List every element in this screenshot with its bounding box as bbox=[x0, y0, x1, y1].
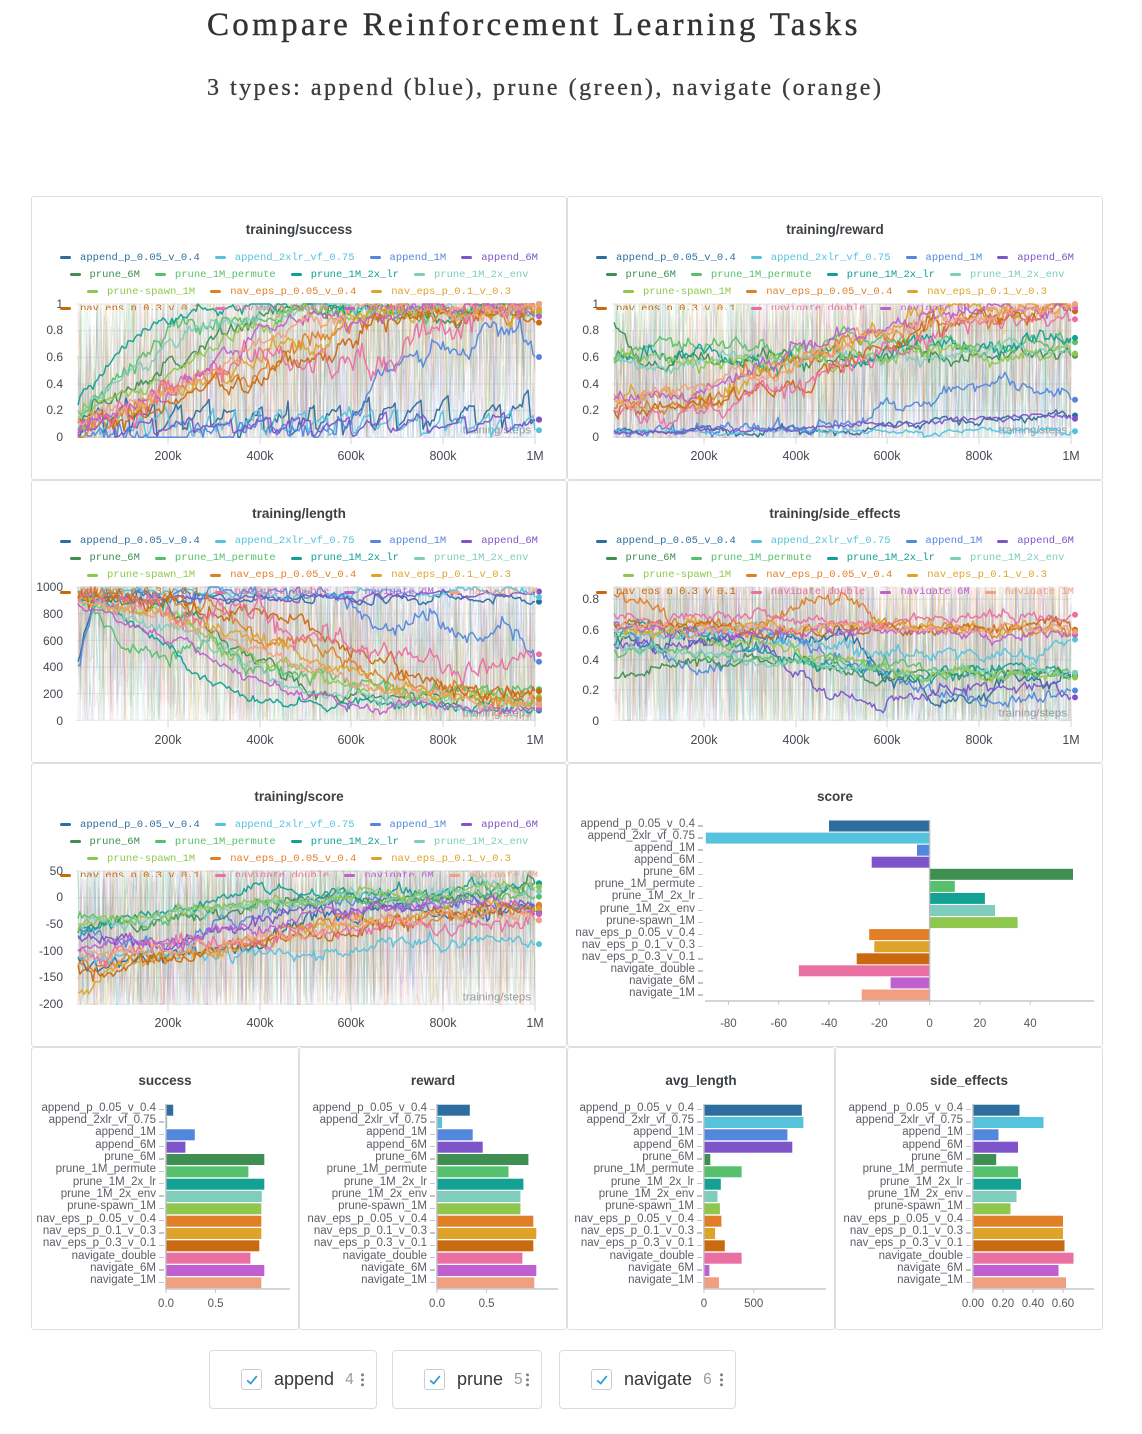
svg-text:-80: -80 bbox=[720, 1018, 737, 1030]
svg-text:training/steps: training/steps bbox=[999, 707, 1068, 719]
svg-text:0.60: 0.60 bbox=[1052, 1298, 1074, 1310]
svg-text:500: 500 bbox=[744, 1298, 763, 1310]
svg-text:0.40: 0.40 bbox=[1022, 1298, 1044, 1310]
svg-text:0: 0 bbox=[926, 1018, 932, 1030]
svg-text:-20: -20 bbox=[871, 1018, 888, 1030]
svg-text:training/steps: training/steps bbox=[463, 707, 532, 719]
svg-text:-40: -40 bbox=[821, 1018, 838, 1030]
svg-text:20: 20 bbox=[974, 1018, 987, 1030]
svg-text:0.5: 0.5 bbox=[479, 1298, 495, 1310]
svg-text:0.00: 0.00 bbox=[962, 1298, 984, 1310]
svg-text:0.20: 0.20 bbox=[992, 1298, 1014, 1310]
svg-text:0: 0 bbox=[701, 1298, 707, 1310]
svg-text:-60: -60 bbox=[770, 1018, 787, 1030]
svg-text:0.0: 0.0 bbox=[429, 1298, 445, 1310]
svg-text:0.5: 0.5 bbox=[208, 1298, 224, 1310]
svg-text:training/steps: training/steps bbox=[999, 424, 1068, 436]
svg-text:40: 40 bbox=[1024, 1018, 1037, 1030]
svg-text:0.0: 0.0 bbox=[158, 1298, 174, 1310]
svg-text:training/steps: training/steps bbox=[463, 991, 532, 1003]
